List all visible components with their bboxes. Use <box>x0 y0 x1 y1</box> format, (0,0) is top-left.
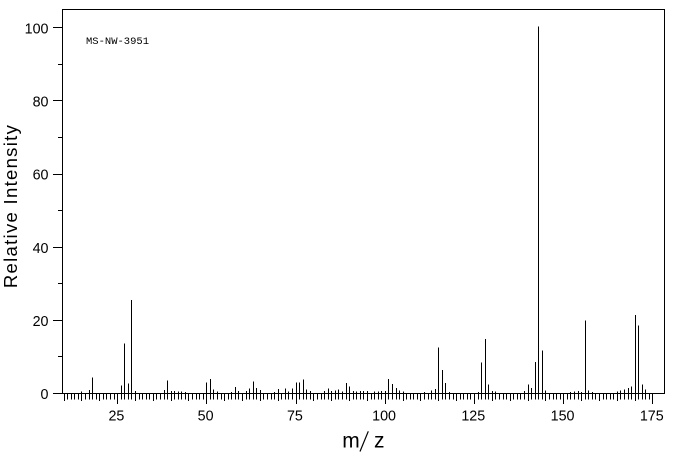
svg-text:50: 50 <box>198 409 214 425</box>
svg-text:175: 175 <box>640 409 664 425</box>
svg-text:125: 125 <box>461 409 485 425</box>
svg-text:0: 0 <box>41 387 49 403</box>
svg-text:MS-NW-3951: MS-NW-3951 <box>86 36 149 48</box>
svg-text:Relative Intensity: Relative Intensity <box>0 124 21 288</box>
svg-text:75: 75 <box>287 409 303 425</box>
svg-text:z: z <box>374 429 385 452</box>
svg-text:80: 80 <box>33 95 49 111</box>
svg-text:20: 20 <box>33 314 49 330</box>
svg-text:m: m <box>342 429 360 452</box>
svg-text:40: 40 <box>33 241 49 257</box>
svg-text:100: 100 <box>372 409 396 425</box>
svg-text:100: 100 <box>25 22 49 38</box>
svg-text:150: 150 <box>551 409 575 425</box>
svg-text:60: 60 <box>33 168 49 184</box>
svg-text:25: 25 <box>108 409 124 425</box>
